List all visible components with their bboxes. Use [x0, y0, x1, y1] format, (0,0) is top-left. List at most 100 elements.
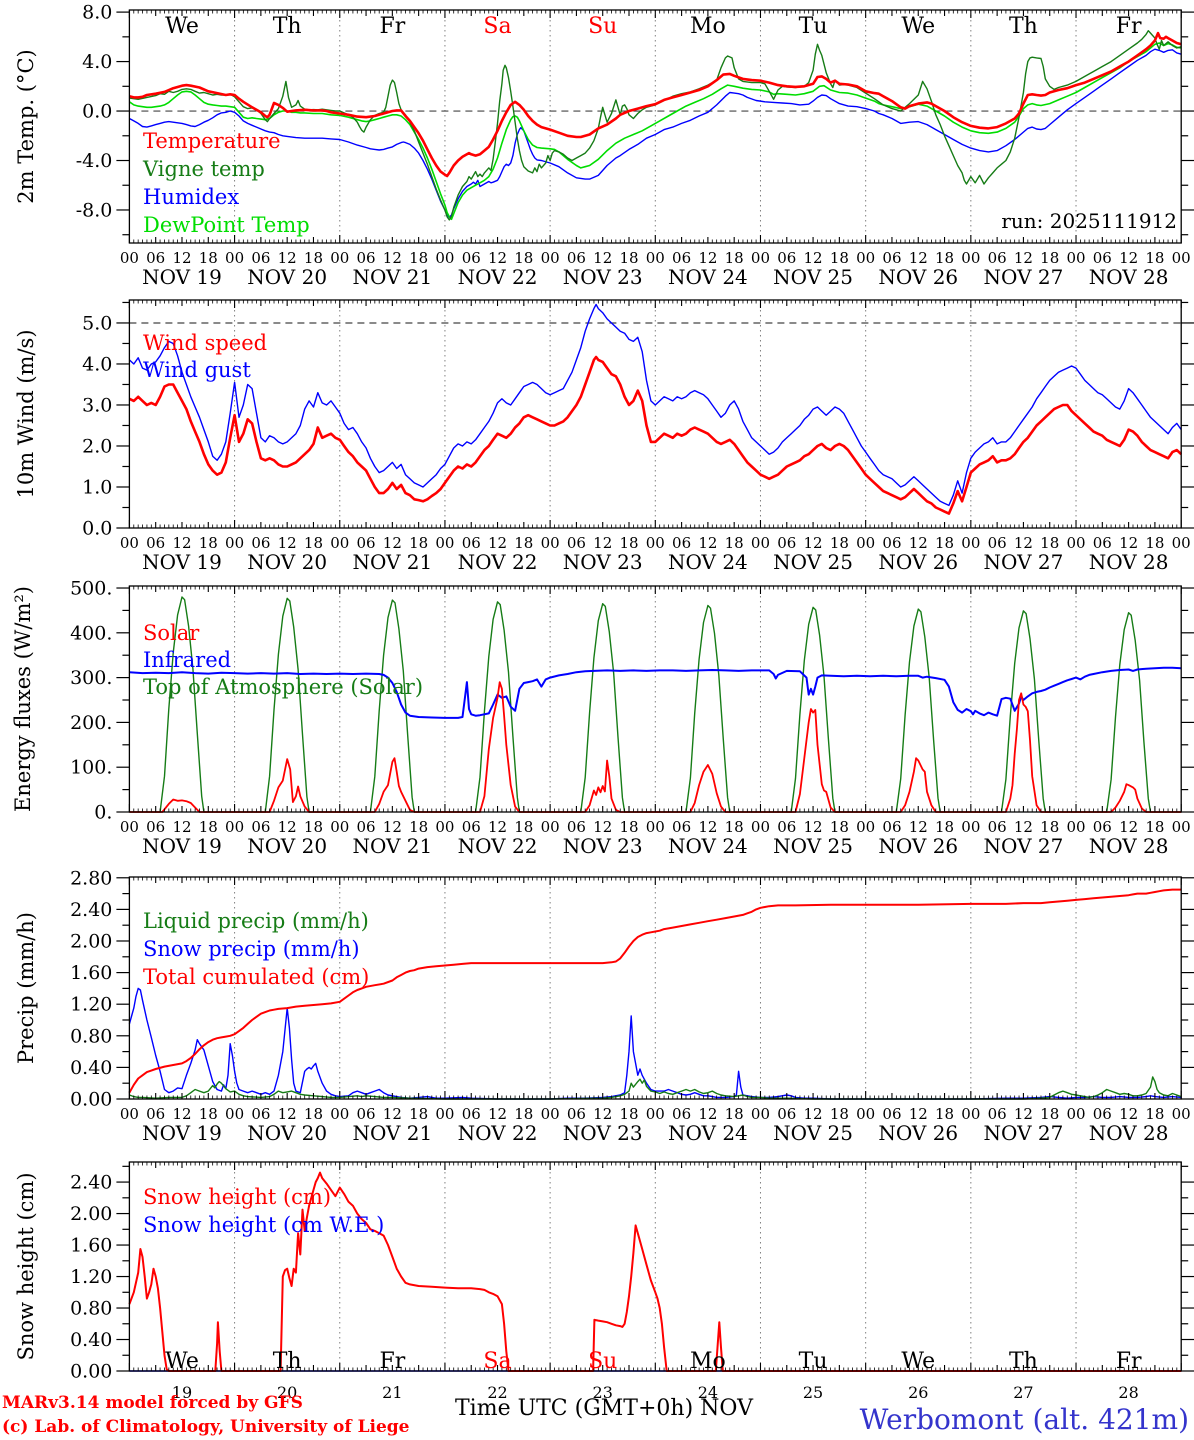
ytick-label: 8.0 [82, 2, 112, 24]
day-name: Fr [379, 1349, 405, 1374]
series-temperature [129, 31, 1182, 178]
ytick-label: 3.0 [82, 394, 112, 416]
day-name: Fr [379, 14, 405, 39]
hour-label: 00 [541, 818, 560, 836]
ytick-label: 0.0 [82, 518, 112, 540]
ytick-label: 0.0 [82, 101, 112, 123]
date-label: NOV 22 [458, 265, 538, 289]
hour-label: 18 [1145, 818, 1164, 836]
date-label: NOV 27 [984, 265, 1064, 289]
hour-label: 12 [1119, 1105, 1138, 1123]
hour-label: 06 [462, 534, 481, 552]
day-name: Th [1009, 14, 1038, 39]
day-name: Mo [690, 14, 726, 39]
hour-label: 12 [593, 1105, 612, 1123]
date-label: NOV 23 [563, 1121, 643, 1145]
hour-label: 18 [514, 1105, 533, 1123]
hour-label: 06 [882, 818, 901, 836]
date-label: NOV 20 [247, 265, 327, 289]
ytick-label: 4.0 [82, 51, 112, 73]
hour-label: 00 [961, 534, 980, 552]
series-wind-speed [128, 355, 1183, 515]
legend-item: Total cumulated (cm) [143, 965, 369, 989]
hour-label: 18 [725, 534, 744, 552]
hour-label: 00 [225, 1105, 244, 1123]
hour-label: 00 [225, 534, 244, 552]
hour-label: 06 [462, 249, 481, 267]
hour-label: 12 [278, 249, 297, 267]
y-axis-title: 10m Wind (m/s) [14, 329, 38, 498]
day-name: Tu [799, 14, 828, 39]
hour-label: 00 [751, 249, 770, 267]
day-number: 27 [1013, 1383, 1033, 1402]
date-label: NOV 19 [142, 550, 222, 574]
hour-label: 12 [698, 249, 717, 267]
date-label: NOV 20 [247, 834, 327, 858]
legend-item: Vigne temp [142, 157, 265, 181]
hour-label: 12 [1014, 818, 1033, 836]
time-axis-label: Time UTC (GMT+0h) [455, 1396, 694, 1421]
hour-label: 12 [488, 1105, 507, 1123]
hour-label: 06 [777, 249, 796, 267]
hour-label: 06 [357, 249, 376, 267]
ytick-label: 1.0 [82, 476, 112, 498]
hour-label: 06 [251, 249, 270, 267]
date-label: NOV 26 [878, 1121, 958, 1145]
hour-label: 06 [146, 818, 165, 836]
hour-label: 18 [1040, 1105, 1059, 1123]
hour-label: 00 [435, 818, 454, 836]
hour-label: 00 [225, 249, 244, 267]
hour-label: 18 [409, 249, 428, 267]
hour-label: 00 [646, 249, 665, 267]
hour-label: 18 [304, 534, 323, 552]
hour-label: 00 [751, 1105, 770, 1123]
hour-label: 12 [698, 818, 717, 836]
hour-label: 06 [672, 249, 691, 267]
credit-line-2: (c) Lab. of Climatology, University of L… [2, 1417, 410, 1437]
hour-label: 00 [1172, 534, 1191, 552]
date-label: NOV 21 [352, 834, 432, 858]
hour-label: 18 [830, 1105, 849, 1123]
date-label: NOV 24 [668, 834, 748, 858]
hour-label: 06 [988, 249, 1007, 267]
hour-label: 00 [541, 1105, 560, 1123]
hour-label: 12 [278, 818, 297, 836]
ytick-label: 2.40 [70, 1172, 112, 1194]
station-label: Werbomont (alt. 421m) [859, 1403, 1189, 1436]
day-name: Su [588, 1349, 617, 1374]
day-name: Fr [1116, 14, 1142, 39]
day-number: 24 [698, 1383, 718, 1402]
hour-label: 12 [698, 534, 717, 552]
hour-label: 06 [357, 1105, 376, 1123]
hour-label: 12 [383, 534, 402, 552]
hour-label: 12 [1014, 249, 1033, 267]
series-humidex [129, 48, 1182, 219]
hour-label: 12 [383, 249, 402, 267]
hour-label: 18 [830, 818, 849, 836]
date-label: NOV 20 [247, 1121, 327, 1145]
hour-label: 00 [120, 534, 139, 552]
hour-label: 00 [961, 1105, 980, 1123]
day-number: 22 [487, 1383, 507, 1402]
hour-label: 12 [172, 818, 191, 836]
date-label: NOV 22 [458, 1121, 538, 1145]
day-name: We [165, 14, 199, 39]
hour-label: 06 [672, 818, 691, 836]
date-label: NOV 19 [142, 265, 222, 289]
hour-label: 00 [961, 818, 980, 836]
month-label: NOV [700, 1396, 753, 1421]
hour-label: 12 [593, 534, 612, 552]
y-axis-title: Energy fluxes (W/m²) [11, 586, 35, 812]
hour-label: 18 [1040, 249, 1059, 267]
day-number: 25 [803, 1383, 823, 1402]
hour-label: 00 [1172, 818, 1191, 836]
legend-item: Top of Atmosphere (Solar) [143, 675, 423, 699]
hour-label: 00 [330, 818, 349, 836]
panel-snow-height: 2.40 2.00 1.60 1.20 0.80 0.40 0.00 Snow height … [14, 1161, 1194, 1402]
hour-label: 06 [462, 818, 481, 836]
ytick-label: 1.20 [70, 994, 112, 1016]
hour-label: 18 [1145, 1105, 1164, 1123]
run-label: run: 2025111912 [1001, 209, 1177, 233]
day-name: Th [273, 14, 302, 39]
hour-label: 00 [1172, 249, 1191, 267]
